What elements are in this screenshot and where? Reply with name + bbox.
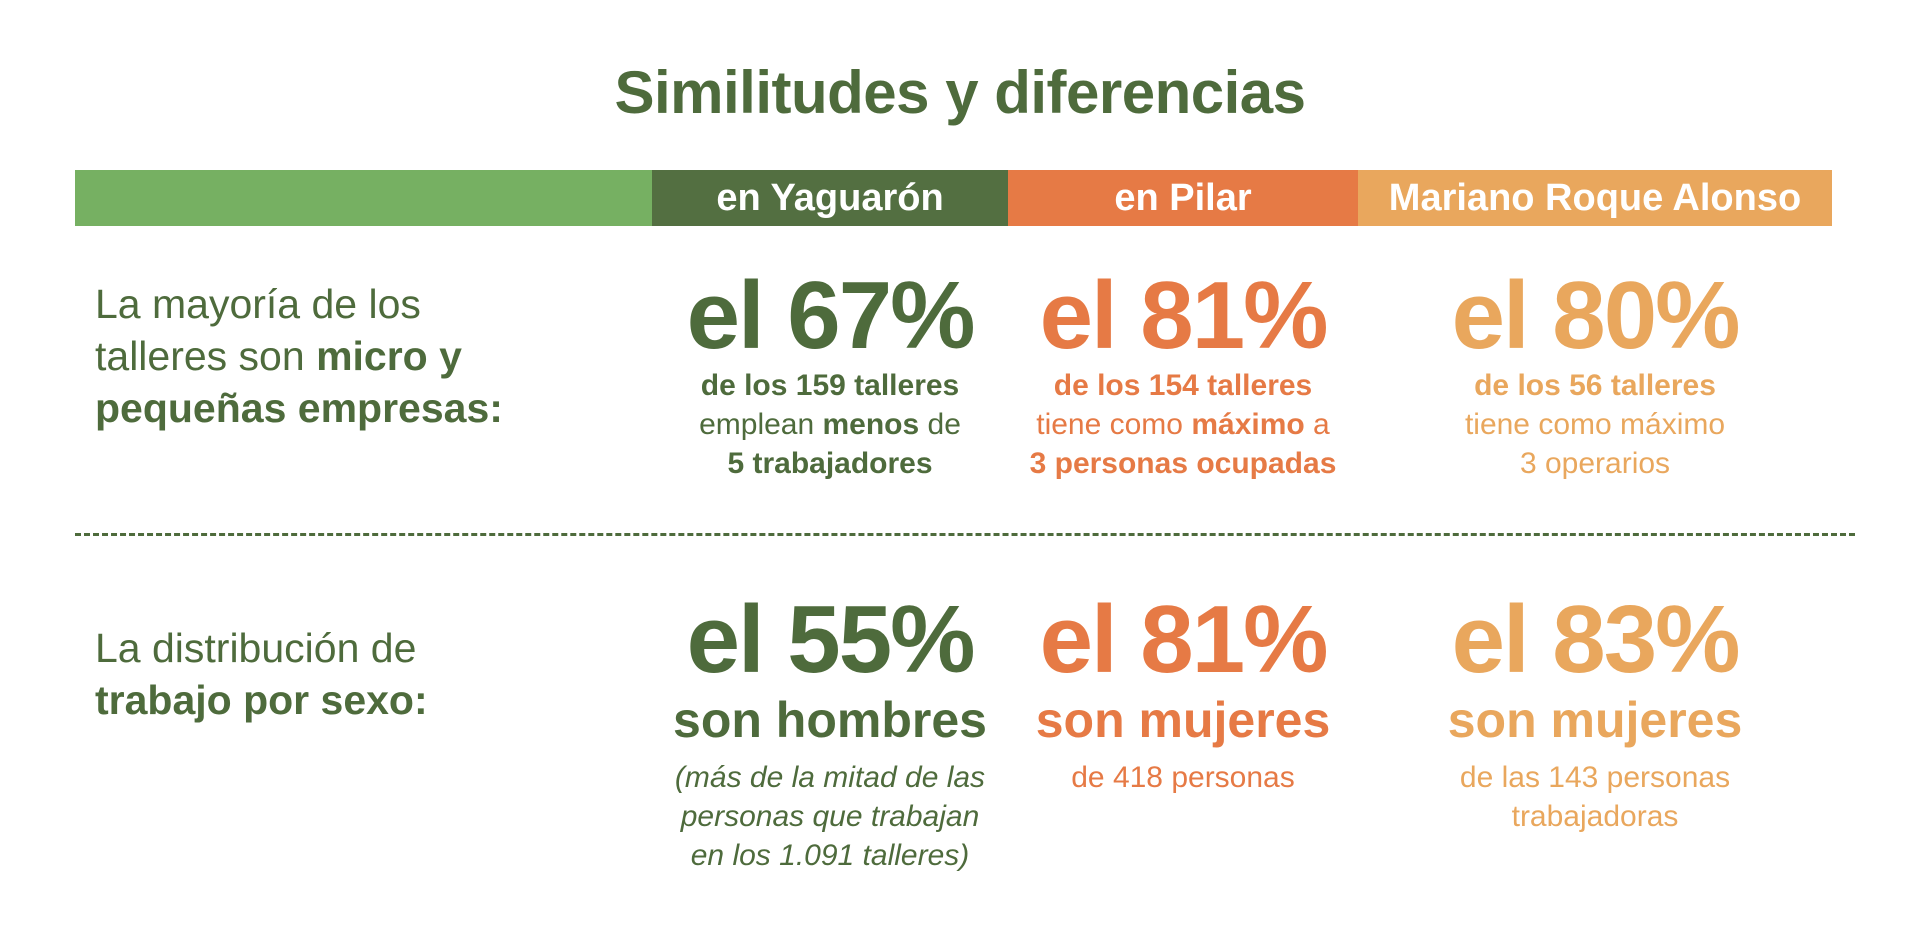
pilar-size-percent: el 81% [1039,262,1329,369]
mra-gender-stat: el 83% son mujeres de las 143 personas t… [1358,590,1832,836]
yaguaron-gender-note: en los 1.091 talleres) [690,839,970,872]
mra-gender-percent: el 83% [1451,586,1741,693]
mra-size-line: 3 operarios [1519,447,1671,480]
row-label-bold: pequeñas empresas: [95,385,503,431]
yaguaron-gender-sub: son hombres [673,692,987,748]
mra-size-percent: el 80% [1451,262,1741,369]
pilar-size-line: 3 personas ocupadas [1029,447,1337,480]
dashed-divider [75,533,1855,536]
yaguaron-size-line: emplean menos de [652,405,1008,444]
yaguaron-gender-stat: el 55% son hombres (más de la mitad de l… [652,590,1008,875]
row-label-gender: La distribución de trabajo por sexo: [95,622,575,726]
yaguaron-gender-note: (más de la mitad de las [674,761,986,794]
yaguaron-gender-percent: el 55% [686,586,976,693]
text: a [1304,408,1330,441]
pilar-gender-percent: el 81% [1039,586,1329,693]
mra-gender-note: trabajadoras [1511,800,1679,833]
row-label-line: trabajo por sexo: [95,674,575,726]
row-label-line: La mayoría de los [95,281,421,327]
yaguaron-size-stat: el 67% de los 159 talleres emplean menos… [652,266,1008,483]
header-spacer-bar [75,170,652,226]
mra-gender-note: de las 143 personas [1459,761,1731,794]
text: tiene como [1036,408,1192,441]
row-label-line: pequeñas empresas: [95,382,575,434]
mra-size-line: de los 56 talleres [1474,369,1716,402]
text-bold: máximo [1191,408,1305,441]
row-label-text: talleres son [95,333,317,379]
pilar-gender-note: de 418 personas [1071,761,1295,794]
row-label-bold: micro y [316,333,462,379]
pilar-gender-stat: el 81% son mujeres de 418 personas [1008,590,1358,797]
column-header-mariano-roque-alonso: Mariano Roque Alonso [1358,170,1832,226]
column-header-yaguaron: en Yaguarón [652,170,1008,226]
mra-gender-sub: son mujeres [1447,692,1743,748]
pilar-gender-sub: son mujeres [1035,692,1331,748]
yaguaron-size-line: de los 159 talleres [700,369,960,402]
yaguaron-gender-note: personas que trabajan [680,800,980,833]
text: emplean [699,408,823,441]
row-label-line: La distribución de [95,625,417,671]
text-bold: menos [822,408,920,441]
row-label-line: talleres son micro y [95,330,575,382]
pilar-size-line: tiene como máximo a [1008,405,1358,444]
text: de [919,408,961,441]
row-label-bold: trabajo por sexo: [95,677,428,723]
mra-size-stat: el 80% de los 56 talleres tiene como máx… [1358,266,1832,483]
pilar-size-stat: el 81% de los 154 talleres tiene como má… [1008,266,1358,483]
mra-size-line: tiene como máximo [1464,408,1726,441]
pilar-size-line: de los 154 talleres [1053,369,1313,402]
yaguaron-size-line: 5 trabajadores [727,447,933,480]
page-title: Similitudes y diferencias [614,59,1306,126]
yaguaron-size-percent: el 67% [686,262,976,369]
row-label-size: La mayoría de los talleres son micro y p… [95,278,575,434]
column-header-pilar: en Pilar [1008,170,1358,226]
